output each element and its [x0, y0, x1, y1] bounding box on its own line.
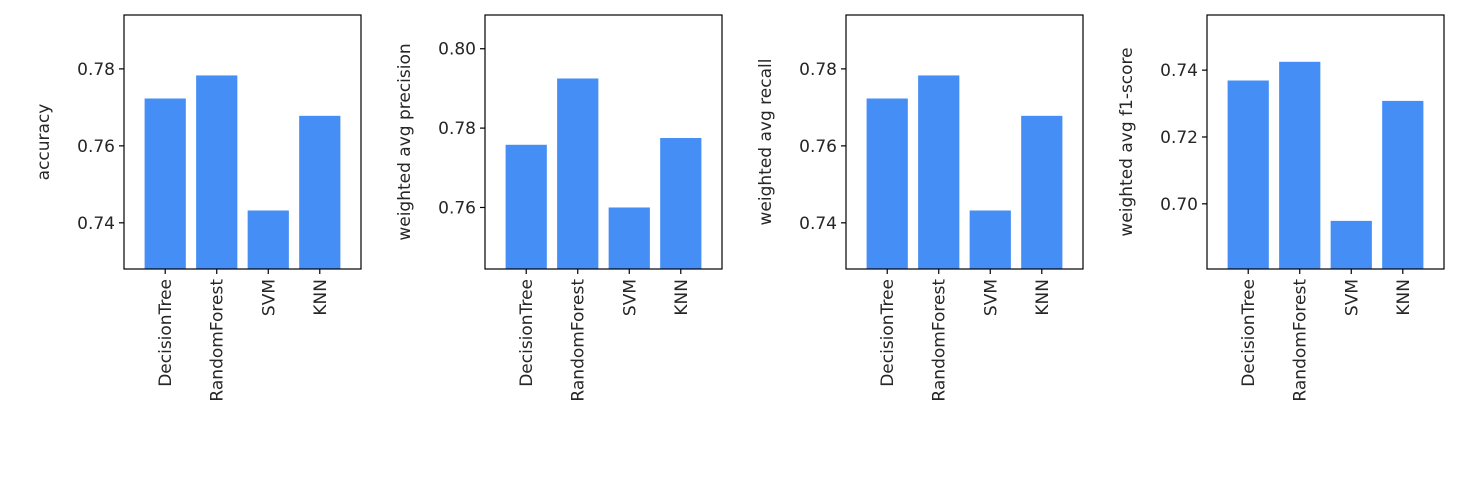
x-tick-label: SVM [620, 279, 640, 316]
axes-frame [845, 14, 1084, 270]
y-axis-label: weighted avg recall [756, 59, 776, 226]
bar-randomforest [557, 78, 599, 269]
y-tick-label: 0.74 [77, 214, 115, 234]
bar-svm [247, 210, 289, 269]
x-tick-label: RandomForest [1291, 279, 1311, 402]
x-tick-label: DecisionTree [517, 279, 537, 387]
y-tick-label: 0.72 [1160, 128, 1198, 148]
bar-decisiontree [505, 144, 547, 269]
bar-randomforest [918, 75, 960, 269]
x-tick-label: KNN [672, 279, 692, 316]
x-tick-label: RandomForest [569, 279, 589, 402]
y-axis-label: accuracy [34, 104, 54, 181]
bar-svm [969, 210, 1011, 269]
bar-knn [1382, 100, 1424, 269]
y-tick-label: 0.78 [77, 60, 115, 80]
x-tick-label: DecisionTree [1239, 279, 1259, 387]
x-tick-label: RandomForest [208, 279, 228, 402]
subplot-2: DecisionTree RandomForest SVM KNN 0.76 0.78 0.… [395, 14, 723, 402]
bar-svm [608, 207, 650, 269]
bar-knn [299, 115, 341, 269]
x-tick-label: KNN [1394, 279, 1414, 316]
x-tick-label: SVM [1342, 279, 1362, 316]
y-tick-label: 0.76 [77, 137, 115, 157]
subplot-4: DecisionTree RandomForest SVM KNN 0.70 0.72 0.… [1117, 14, 1445, 402]
x-tick-label: KNN [311, 279, 331, 316]
y-tick-label: 0.76 [799, 137, 837, 157]
y-tick-label: 0.78 [799, 60, 837, 80]
x-tick-label: DecisionTree [156, 279, 176, 387]
subplot-1: DecisionTree RandomForest SVM KNN 0.74 0.76 0.… [34, 14, 362, 402]
x-tick-label: DecisionTree [878, 279, 898, 387]
x-tick-label: SVM [981, 279, 1001, 316]
y-tick-label: 0.78 [438, 119, 476, 139]
y-tick-label: 0.74 [1160, 61, 1198, 81]
bar-decisiontree [866, 98, 908, 269]
y-axis-label: weighted avg f1-score [1117, 47, 1137, 236]
bar-decisiontree [144, 98, 186, 269]
bar-svm [1330, 220, 1372, 269]
y-tick-label: 0.70 [1160, 195, 1198, 215]
axes-frame [1206, 14, 1445, 270]
x-tick-label: RandomForest [930, 279, 950, 402]
y-tick-label: 0.76 [438, 198, 476, 218]
y-axis-label: weighted avg precision [395, 43, 415, 240]
y-tick-label: 0.74 [799, 214, 837, 234]
subplot-3: DecisionTree RandomForest SVM KNN 0.74 0.76 0.… [756, 14, 1084, 402]
x-tick-label: SVM [259, 279, 279, 316]
bar-decisiontree [1227, 80, 1269, 269]
y-tick-label: 0.80 [438, 40, 476, 60]
bar-randomforest [196, 75, 238, 269]
bar-knn [660, 138, 702, 269]
bar-knn [1021, 115, 1063, 269]
x-tick-label: KNN [1033, 279, 1053, 316]
bar-randomforest [1279, 61, 1321, 269]
axes-frame [123, 14, 362, 270]
axes-frame [484, 14, 723, 270]
